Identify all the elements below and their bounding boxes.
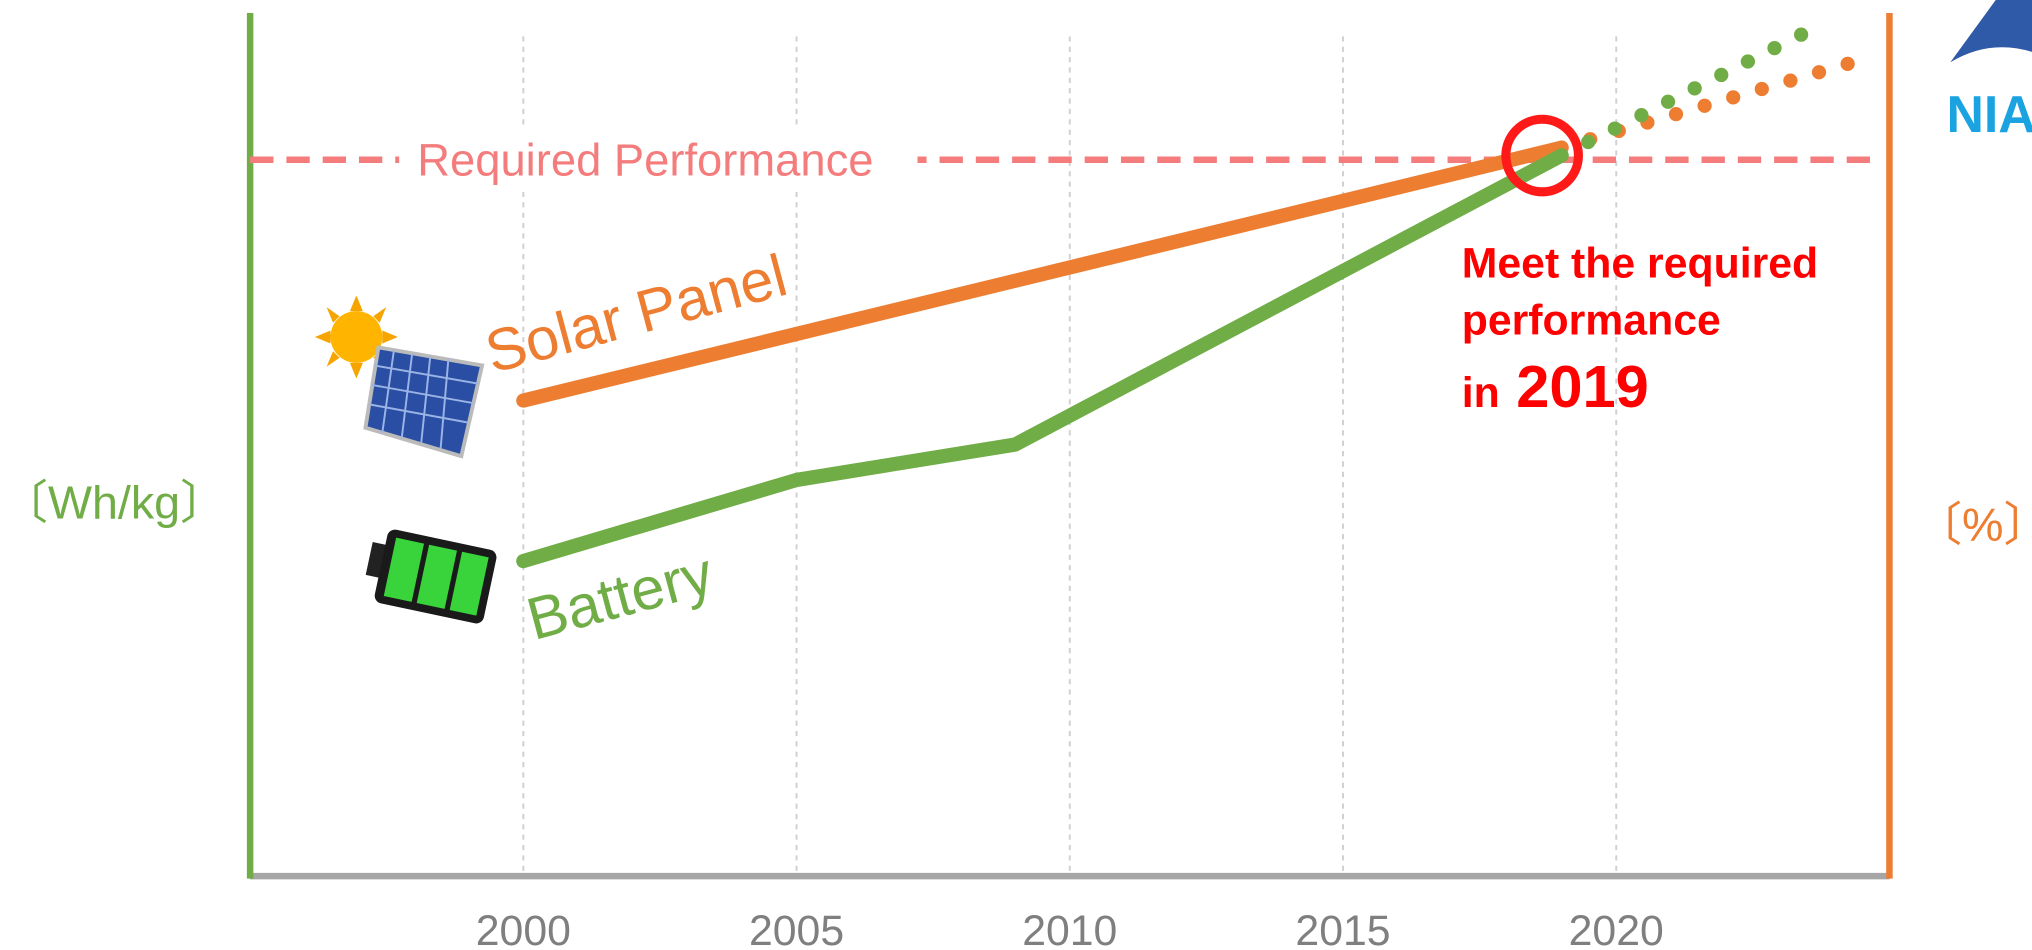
x-tick-label: 2010 xyxy=(1022,907,1117,950)
annotation-year: 2019 xyxy=(1516,353,1649,420)
x-tick-label: 2015 xyxy=(1295,907,1390,950)
threshold-label-bg xyxy=(399,128,918,189)
threshold-label: Required Performance xyxy=(417,134,873,185)
series-label: Solar Panel xyxy=(478,241,793,385)
x-tick-label: 2000 xyxy=(476,907,571,950)
y2-axis-label: 〔%〕 xyxy=(1915,498,2032,550)
projection-line xyxy=(1554,18,1826,163)
series-line xyxy=(516,148,1569,569)
x-tick-label: 2020 xyxy=(1569,907,1664,950)
annotation-text: in xyxy=(1462,369,1500,417)
battery-icon xyxy=(365,529,497,624)
y-axis-label: 〔Wh/kg〕 xyxy=(1,476,226,528)
series-line xyxy=(516,140,1569,408)
solar-icon xyxy=(314,295,485,459)
x-tick-label: 2005 xyxy=(749,907,844,950)
highlight-circle xyxy=(1501,114,1583,197)
projection-line xyxy=(1554,52,1870,155)
logo-text: NIA xyxy=(1946,85,2032,143)
logo-shape xyxy=(1950,0,2032,63)
annotation-text: Meet the required xyxy=(1462,239,1818,287)
annotation-text: performance xyxy=(1462,296,1721,344)
